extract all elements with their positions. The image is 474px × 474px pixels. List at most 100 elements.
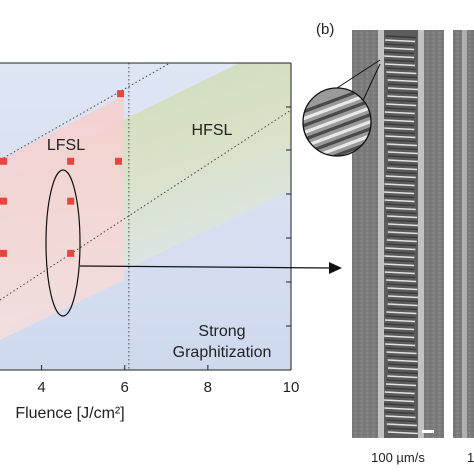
sem-ripple — [384, 47, 415, 51]
data-markers — [0, 90, 125, 257]
sem-ripple — [385, 415, 416, 419]
sem-ripple — [384, 127, 415, 131]
sem-ripple — [387, 75, 418, 79]
pointer-arrow-head — [329, 262, 342, 274]
sem-ripple — [384, 411, 415, 415]
data-point-6 — [0, 249, 7, 257]
sem-ripple — [386, 419, 417, 423]
sem-ripple — [385, 387, 416, 391]
data-point-0 — [117, 90, 125, 98]
sem-ripple — [386, 71, 417, 75]
sem-ripple — [384, 323, 415, 327]
data-point-4 — [0, 197, 7, 205]
sem-ripple — [384, 183, 415, 187]
sem-ripple — [387, 151, 418, 155]
sem-ripple — [384, 199, 415, 203]
scale-bar — [422, 430, 434, 433]
sem-ripple — [386, 279, 417, 283]
x-tick-label-4: 4 — [37, 379, 45, 396]
selection-ellipse — [45, 169, 81, 317]
x-tick-label-10: 10 — [283, 379, 300, 396]
sem-ripple — [387, 355, 418, 359]
x-axis-ticks: 4 6 8 10 — [37, 365, 299, 396]
sem-ripple — [386, 351, 417, 355]
sem-ripple — [385, 67, 416, 71]
sem-ripple — [384, 403, 415, 407]
sem-ripple — [387, 167, 418, 171]
sem-ripple — [384, 391, 415, 395]
x-tick-label-8: 8 — [204, 379, 212, 396]
right-axis-ticks — [286, 106, 291, 327]
sem-ripple — [386, 379, 417, 383]
sem-ripple — [383, 51, 415, 55]
sem-ripple — [387, 359, 418, 363]
sem-ripple — [386, 283, 417, 287]
sem-ripple — [387, 163, 418, 167]
sem-ripple — [385, 35, 416, 39]
sem-ripple — [386, 171, 417, 175]
sem-ripple — [386, 211, 417, 215]
sem-ripple — [387, 371, 418, 375]
sem-ripple — [386, 243, 417, 247]
sem-ripple — [387, 363, 418, 367]
sem-ripple — [387, 159, 418, 163]
sem-ripple — [384, 131, 415, 135]
sem-ripple — [384, 255, 415, 259]
sem-ripple — [385, 383, 417, 387]
pointer-arrow-line — [79, 265, 331, 269]
sem-ripple — [384, 251, 415, 255]
sem-ripple — [385, 247, 416, 251]
speed-label-second: 1 — [467, 450, 474, 465]
sem-ripple — [387, 427, 418, 431]
sem-ripple — [387, 79, 418, 83]
sem-ripple — [385, 135, 416, 139]
sem-ripple — [385, 39, 416, 43]
plot-area — [0, 63, 291, 370]
panel-b-label: (b) — [316, 21, 334, 38]
inset-ripple — [303, 97, 371, 129]
sem-ripple — [385, 343, 416, 347]
sem-ripple — [384, 407, 415, 411]
sem-ripple — [387, 91, 418, 95]
sem-ripple — [387, 431, 418, 435]
region-label-graphitization: Graphitization — [173, 344, 272, 361]
sem-ripple — [383, 331, 415, 335]
sem-ripple — [387, 307, 418, 311]
region-label-hfsl: HFSL — [192, 122, 233, 139]
data-point-3 — [114, 157, 122, 165]
inset-ripple — [303, 111, 371, 143]
sem-ripple — [387, 155, 419, 159]
sem-image-1 — [352, 30, 444, 438]
sem-ripple — [384, 59, 415, 63]
sem-ripple — [385, 207, 416, 211]
sem-ripple — [385, 175, 416, 179]
sem-ripple — [387, 295, 419, 299]
sem-ripple — [387, 95, 418, 99]
sem-ripple — [383, 399, 415, 403]
sem-ripple — [387, 299, 418, 303]
sem-ripple — [384, 187, 415, 191]
x-axis-label-text: Fluence [J/cm²] — [15, 405, 124, 422]
sem-ripple — [384, 319, 416, 323]
sem-ripple — [384, 119, 415, 123]
x-tick-label-6: 6 — [121, 379, 129, 396]
sem-ripple — [385, 347, 416, 351]
sem-ripple — [385, 275, 416, 279]
sem-ripple — [387, 231, 418, 235]
sem-ripple — [383, 259, 415, 263]
x-axis-label: Fluence [J/cm²] — [15, 405, 124, 422]
sem-ripple — [386, 239, 417, 243]
sem-ripple — [387, 291, 418, 295]
sem-ripple — [384, 55, 415, 59]
sem-ripple — [384, 327, 415, 331]
sem-ripple — [387, 83, 418, 87]
data-point-2 — [67, 157, 75, 165]
inset-ripple — [303, 132, 371, 156]
sem-ripple — [386, 311, 417, 315]
region-label-strong: Strong — [198, 323, 245, 340]
sem-ripple — [385, 107, 416, 111]
sem-ripple — [387, 147, 418, 151]
sem-ripple — [383, 123, 415, 127]
sem-ripple — [387, 219, 418, 223]
